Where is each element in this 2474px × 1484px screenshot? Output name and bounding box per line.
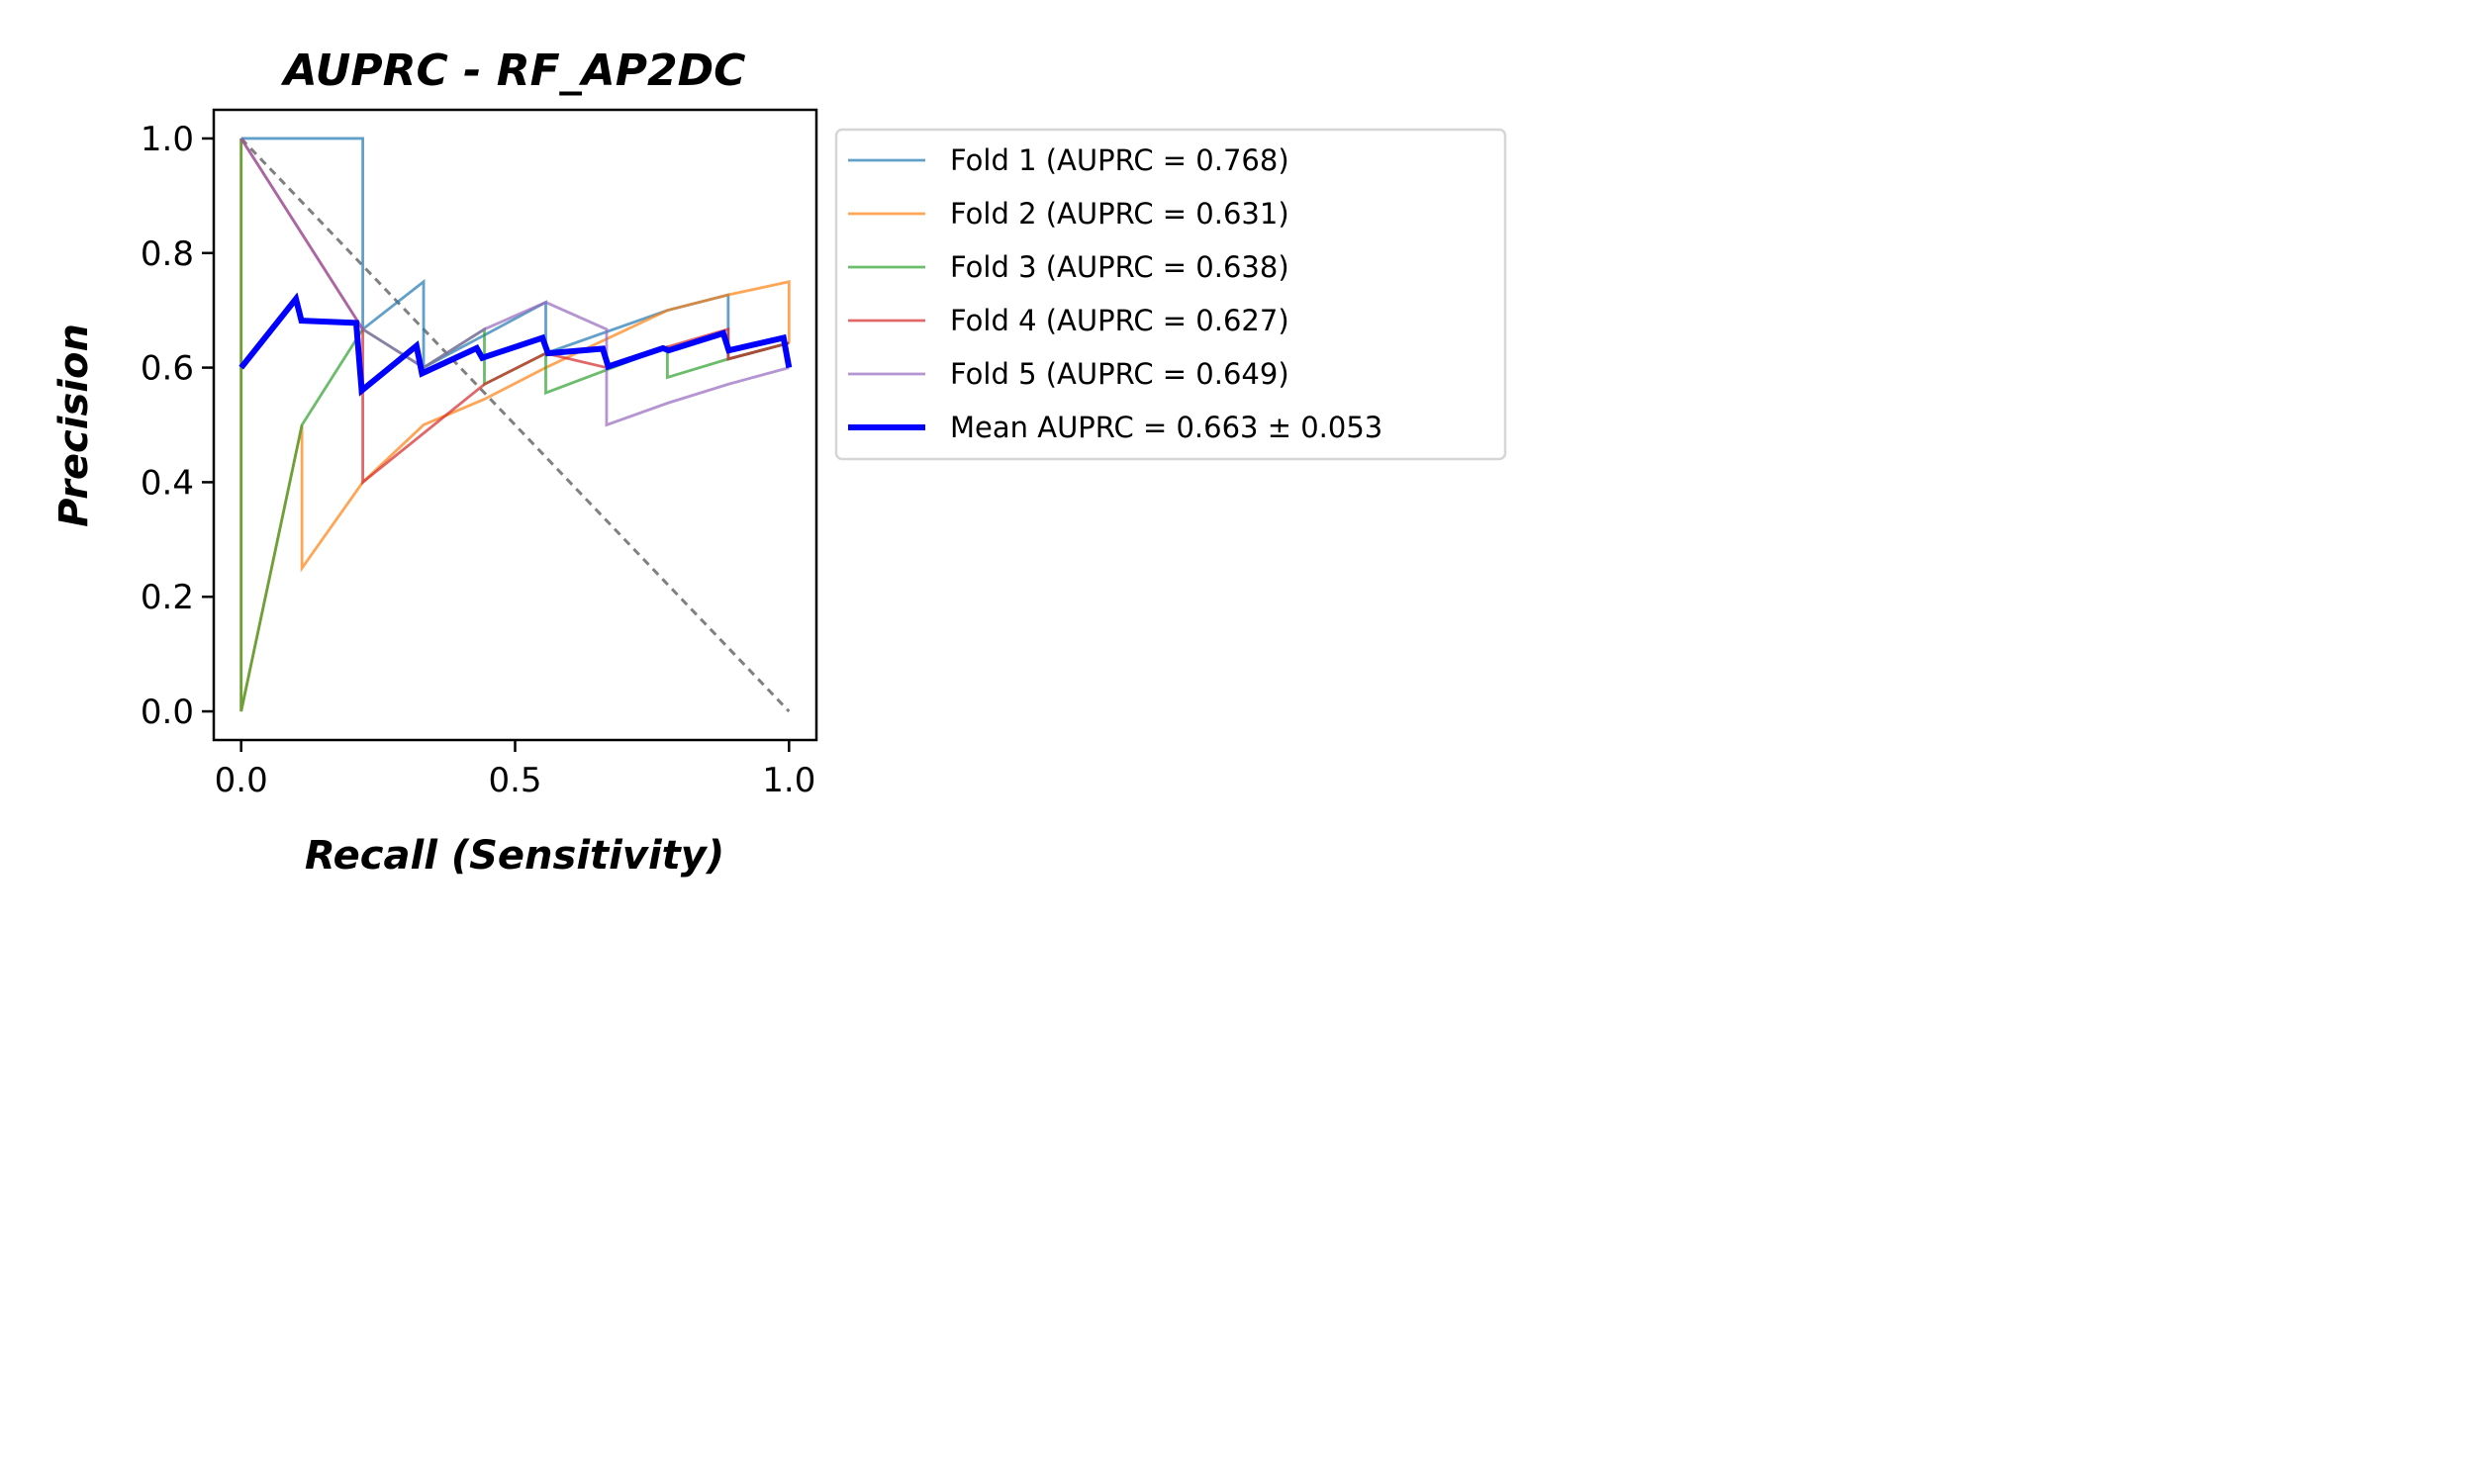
legend-label: Fold 4 (AUPRC = 0.627) (950, 304, 1289, 337)
series-line-fold-3 (239, 138, 790, 712)
plot-frame (212, 108, 818, 742)
y-tick-label: 0.0 (141, 693, 194, 732)
legend-label: Fold 1 (AUPRC = 0.768) (950, 143, 1289, 177)
legend-label: Fold 5 (AUPRC = 0.649) (950, 357, 1289, 391)
x-axis: 0.0 0.5 1.0 (215, 740, 815, 800)
legend-label: Fold 3 (AUPRC = 0.638) (950, 250, 1289, 284)
y-tick-label: 0.4 (141, 463, 194, 503)
y-axis: 0.0 0.2 0.4 0.6 0.8 1.0 (141, 120, 214, 732)
legend-box (834, 128, 1507, 461)
legend-label: Fold 2 (AUPRC = 0.631) (950, 197, 1289, 231)
series-line-mean (238, 292, 793, 397)
y-tick-label: 0.6 (141, 349, 194, 389)
reference-line (239, 137, 791, 713)
series-line-fold-5 (239, 138, 790, 427)
legend-label: Mean AUPRC = 0.663 ± 0.053 (950, 411, 1382, 444)
legend: Fold 1 (AUPRC = 0.768) Fold 2 (AUPRC = 0.… (834, 128, 1507, 461)
chart-title: AUPRC - RF_AP2DC (281, 46, 746, 96)
y-tick-label: 0.8 (141, 234, 194, 274)
x-axis-label: Recall (Sensitivity) (305, 833, 724, 879)
y-tick-label: 1.0 (141, 120, 194, 159)
x-tick-label: 0.0 (215, 761, 268, 800)
series-line-fold-2 (239, 138, 791, 712)
y-axis-label: Precision (51, 324, 97, 527)
plot-area (238, 137, 793, 713)
x-tick-label: 0.5 (488, 761, 541, 800)
series-line-fold-1 (240, 137, 790, 370)
y-tick-label: 0.2 (141, 578, 194, 617)
auprc-chart: AUPRC - RF_AP2DC 0.0 0.5 1.0 0.00.20.40.60… (51, 46, 1507, 879)
series-line-fold-4 (239, 138, 790, 486)
x-tick-label: 1.0 (762, 761, 815, 800)
